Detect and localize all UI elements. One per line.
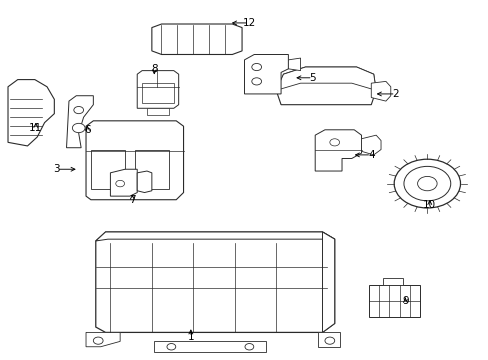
Circle shape — [325, 337, 334, 344]
Polygon shape — [86, 121, 183, 200]
Text: 7: 7 — [129, 195, 135, 205]
Circle shape — [329, 139, 339, 146]
Text: 1: 1 — [187, 332, 194, 342]
Text: 12: 12 — [242, 18, 256, 28]
Bar — [368, 285, 419, 317]
Text: 8: 8 — [151, 64, 157, 74]
Polygon shape — [276, 67, 375, 90]
Bar — [142, 83, 173, 103]
Polygon shape — [8, 80, 54, 146]
Circle shape — [403, 166, 450, 201]
Polygon shape — [370, 81, 390, 101]
Polygon shape — [322, 232, 334, 332]
Polygon shape — [110, 169, 137, 196]
Polygon shape — [137, 71, 178, 108]
Bar — [91, 149, 125, 189]
Polygon shape — [315, 130, 361, 171]
Polygon shape — [244, 54, 288, 94]
Text: 9: 9 — [401, 296, 408, 306]
Circle shape — [251, 78, 261, 85]
Text: 5: 5 — [309, 73, 315, 83]
Circle shape — [393, 159, 460, 208]
Polygon shape — [86, 332, 120, 347]
Polygon shape — [152, 24, 242, 54]
Polygon shape — [147, 108, 168, 116]
Circle shape — [116, 180, 124, 187]
Polygon shape — [361, 135, 380, 155]
Polygon shape — [96, 232, 334, 332]
Circle shape — [251, 63, 261, 71]
Polygon shape — [383, 278, 402, 285]
Text: 6: 6 — [84, 125, 91, 135]
Circle shape — [93, 337, 103, 344]
Polygon shape — [276, 67, 375, 105]
Polygon shape — [317, 332, 339, 347]
Polygon shape — [137, 171, 152, 193]
Text: 3: 3 — [53, 164, 60, 174]
Text: 10: 10 — [423, 200, 435, 210]
Circle shape — [166, 343, 175, 350]
Polygon shape — [96, 232, 334, 241]
Polygon shape — [288, 58, 300, 71]
Bar — [135, 149, 168, 189]
Text: 11: 11 — [29, 123, 42, 133]
Circle shape — [417, 176, 436, 191]
Circle shape — [72, 123, 85, 133]
Polygon shape — [66, 96, 93, 148]
Text: 4: 4 — [367, 150, 374, 160]
Polygon shape — [154, 341, 266, 352]
Text: 2: 2 — [391, 89, 398, 99]
Circle shape — [244, 343, 253, 350]
Circle shape — [74, 107, 83, 114]
